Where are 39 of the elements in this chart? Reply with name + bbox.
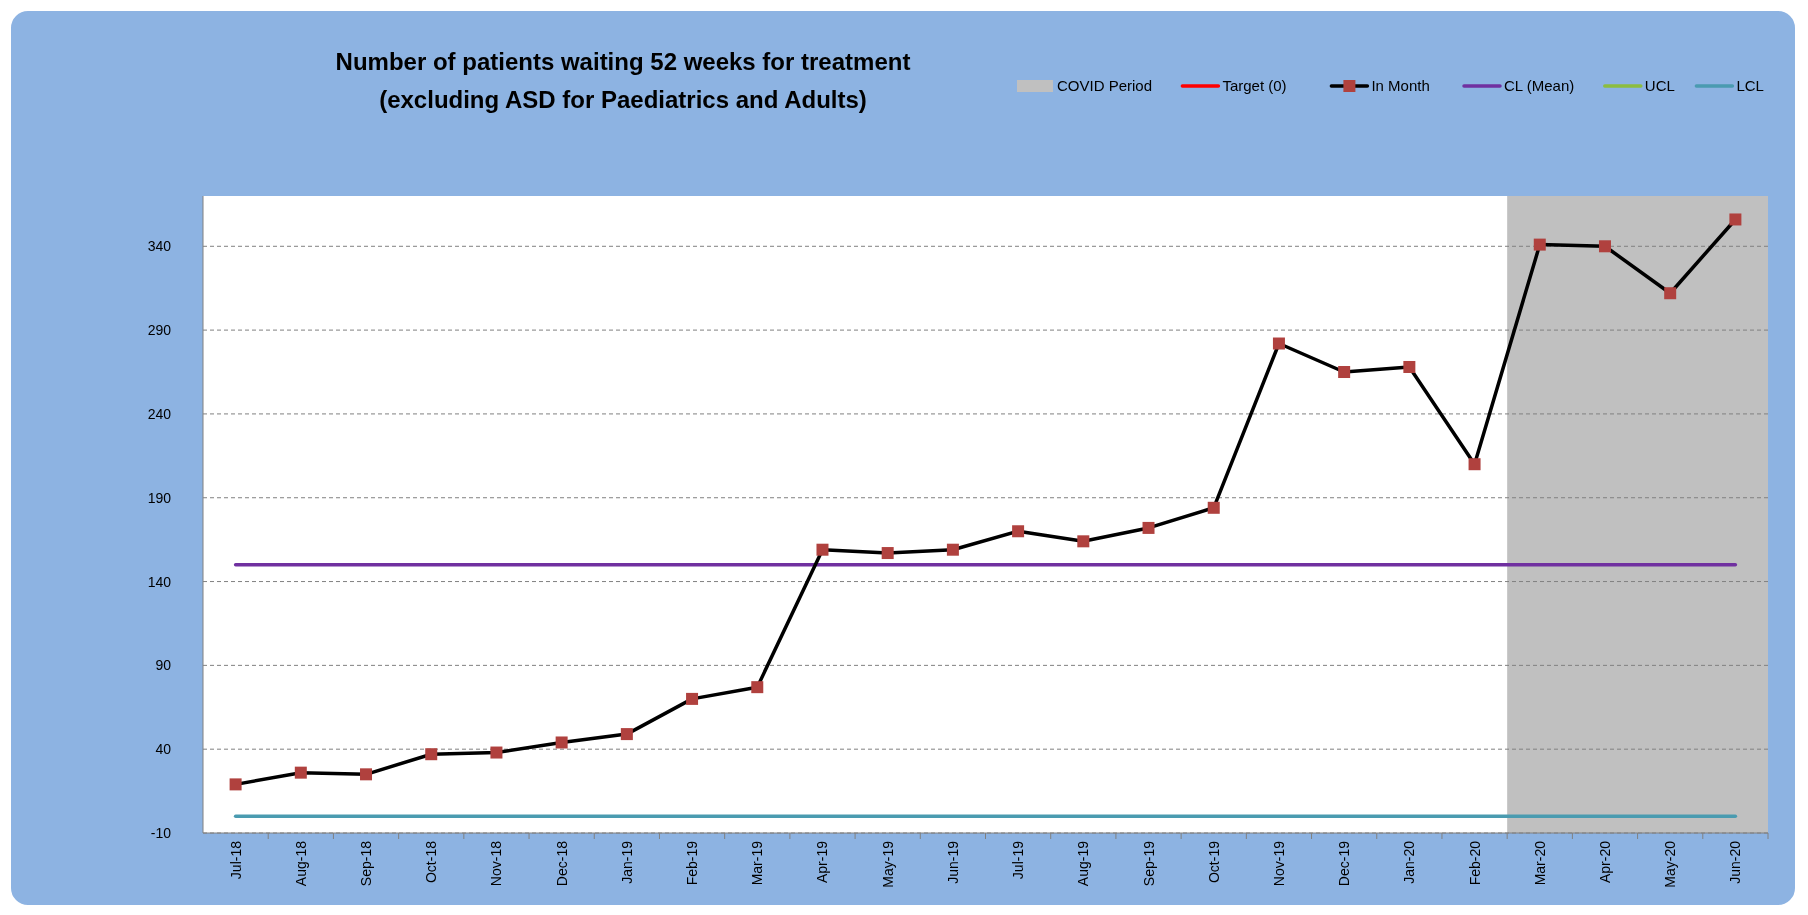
x-tick-label: Jan-19	[618, 840, 635, 884]
y-tick-label: -10	[150, 825, 172, 841]
y-tick-label: 240	[147, 405, 172, 422]
legend-label: LCL	[1736, 77, 1764, 94]
y-tick-label: 190	[147, 489, 172, 506]
x-tick-label: Feb-20	[1466, 840, 1483, 886]
chart-title: Number of patients waiting 52 weeks for treatment (excluding ASD for Paediatrics and Adults)	[335, 48, 911, 113]
x-tick-label: Jul-18	[227, 840, 244, 880]
x-tick-label: Jul-19	[1010, 840, 1027, 880]
legend-label: CL (Mean)	[1504, 77, 1575, 94]
x-tick-label: Sep-19	[1140, 840, 1157, 887]
y-tick-label: 290	[147, 322, 172, 339]
legend-label: COVID Period	[1057, 77, 1153, 94]
x-tick-label: Jun-19	[944, 840, 961, 884]
y-tick-label: 40	[155, 741, 172, 758]
x-tick-label: Apr-19	[814, 840, 831, 884]
x-tick-label: May-19	[879, 840, 896, 888]
x-tick-label: Apr-20	[1596, 840, 1613, 884]
x-tick-label: Mar-20	[1531, 840, 1548, 886]
y-tick-label: 340	[147, 238, 172, 255]
x-tick-label: Nov-18	[488, 840, 505, 887]
x-tick-label: Feb-19	[684, 840, 701, 886]
x-tick-label: May-20	[1662, 840, 1679, 888]
x-tick-label: Sep-18	[358, 840, 375, 887]
legend-label: Target (0)	[1222, 77, 1287, 94]
x-tick-label: Dec-19	[1336, 840, 1353, 887]
x-tick-label: Oct-19	[1205, 840, 1222, 884]
legend-label: UCL	[1644, 77, 1675, 94]
x-tick-label: Jun-20	[1727, 840, 1744, 884]
x-tick-label: Oct-18	[423, 840, 440, 884]
x-tick-label: Nov-19	[1270, 840, 1287, 887]
x-tick-label: Mar-19	[749, 840, 766, 886]
y-tick-label: 140	[147, 573, 172, 590]
x-tick-label: Dec-18	[553, 840, 570, 887]
x-tick-label: Jan-20	[1401, 840, 1418, 884]
x-tick-label: Aug-18	[292, 840, 309, 887]
y-tick-label: 90	[155, 657, 172, 674]
legend-label: In Month	[1371, 77, 1430, 94]
x-tick-label: Aug-19	[1075, 840, 1092, 887]
